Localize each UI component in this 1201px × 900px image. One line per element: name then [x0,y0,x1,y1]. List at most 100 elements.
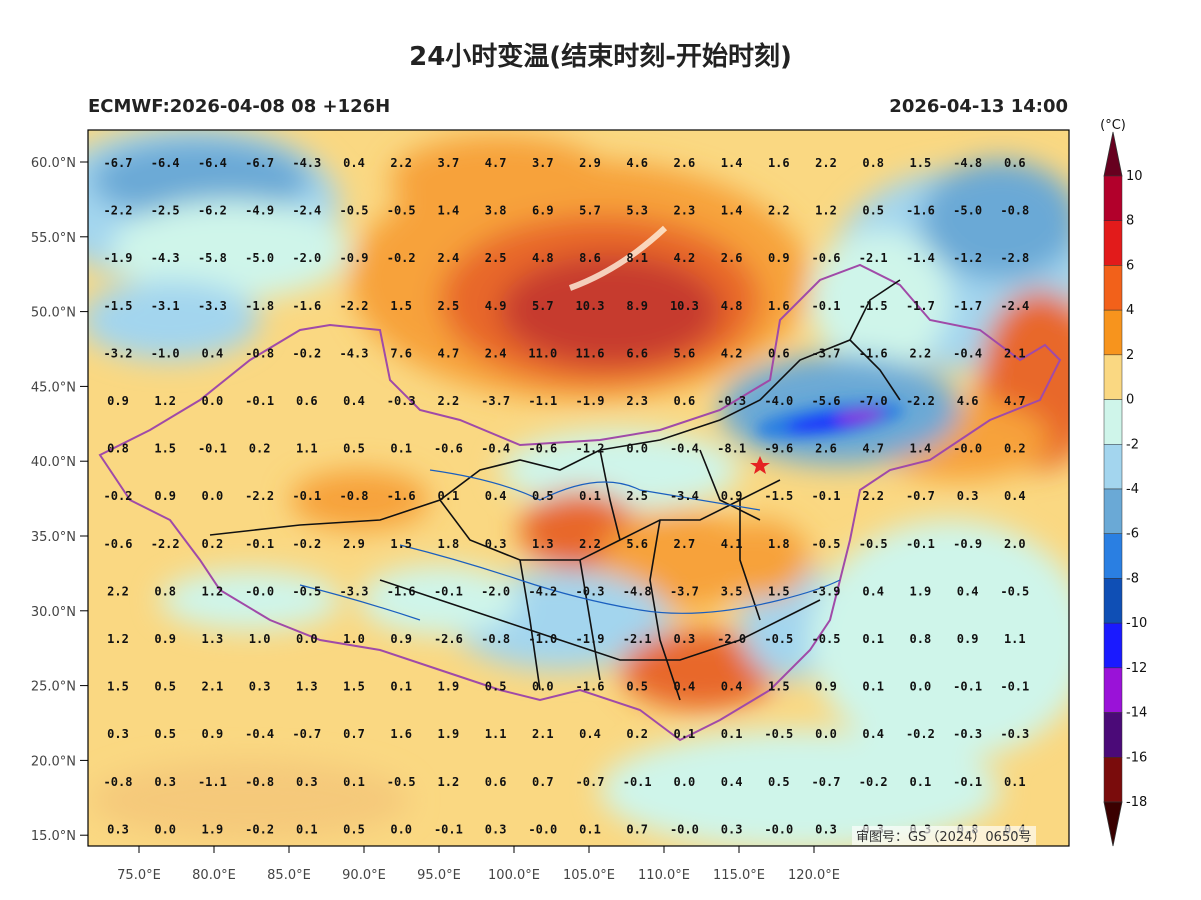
grid-value: 0.5 [532,489,554,503]
grid-value: -2.0 [292,251,321,265]
grid-value: -0.6 [104,537,133,551]
grid-value: 0.4 [343,156,365,170]
grid-value: 4.2 [674,251,696,265]
grid-value: 10.3 [576,299,605,313]
grid-value: -2.8 [1000,251,1029,265]
grid-value: -0.4 [245,727,274,741]
grid-value: -1.7 [953,299,982,313]
grid-value: 1.1 [485,727,507,741]
grid-value: -4.3 [151,251,180,265]
lat-label: 30.0°N [31,605,76,620]
colorbar-segment [1103,578,1123,624]
grid-value: -0.8 [245,346,274,360]
grid-value: -2.2 [151,537,180,551]
grid-value: 0.6 [296,394,318,408]
grid-value: 2.6 [674,156,696,170]
grid-value: 0.3 [249,680,271,694]
grid-value: 0.1 [721,727,743,741]
warm-core-streak [568,225,668,291]
grid-value: 0.6 [485,775,507,789]
grid-value: -0.1 [198,442,227,456]
grid-value: 0.3 [485,822,507,836]
colorbar-label: 10 [1126,169,1143,184]
grid-value: -0.2 [292,346,321,360]
grid-value: 1.5 [107,680,129,694]
grid-value: -3.1 [151,299,180,313]
grid-value: -4.8 [953,156,982,170]
grid-value: -1.5 [104,299,133,313]
grid-value: -2.0 [481,584,510,598]
grid-value: -0.4 [953,346,982,360]
grid-value: 0.9 [390,632,412,646]
grid-value: 0.1 [862,680,884,694]
grid-value: -3.2 [104,346,133,360]
grid-value: -1.4 [906,251,935,265]
grid-value: -0.2 [859,775,888,789]
grid-value: 3.7 [438,156,460,170]
grid-value: -0.0 [764,822,793,836]
grid-value: 4.8 [532,251,554,265]
grid-value: -1.8 [245,299,274,313]
grid-value: 2.9 [579,156,601,170]
grid-value: -0.7 [812,775,841,789]
grid-value: 0.4 [1004,489,1026,503]
grid-value: 2.1 [1004,346,1026,360]
grid-value: -1.0 [528,632,557,646]
grid-value: -0.2 [906,727,935,741]
grid-value: 0.2 [1004,442,1026,456]
rivers [299,469,841,621]
grid-value: 2.3 [626,394,648,408]
grid-value: 2.3 [674,204,696,218]
lat-label: 40.0°N [31,455,76,470]
lat-label: 20.0°N [31,754,76,769]
grid-value: -0.0 [528,822,557,836]
grid-value: 2.4 [438,251,460,265]
grid-value: 0.7 [532,775,554,789]
lon-label: 100.0°E [488,868,540,883]
grid-value: 4.2 [721,346,743,360]
grid-value: -1.9 [576,394,605,408]
colorbar-label: 6 [1126,258,1134,273]
grid-value: 0.0 [390,822,412,836]
grid-value: -2.2 [104,204,133,218]
grid-value: 11.0 [528,346,557,360]
grid-value: -2.1 [859,251,888,265]
grid-value: 4.9 [485,299,507,313]
lon-label: 75.0°E [117,868,161,883]
grid-value: -1.9 [104,251,133,265]
grid-value: 2.2 [438,394,460,408]
colorbar-label: 8 [1126,214,1134,229]
grid-value: -4.3 [292,156,321,170]
grid-value: 0.4 [202,346,224,360]
grid-value: -0.0 [245,584,274,598]
lon-label: 105.0°E [563,868,615,883]
colorbar-label: -10 [1126,616,1147,631]
grid-value: -0.1 [812,299,841,313]
grid-value: 1.6 [768,299,790,313]
grid-value: 0.2 [202,537,224,551]
grid-value: 1.4 [910,442,932,456]
grid-value: 1.0 [343,632,365,646]
grid-value: -0.3 [387,394,416,408]
grid-value: 0.1 [296,822,318,836]
grid-value: 1.1 [296,442,318,456]
grid-value: -0.5 [387,775,416,789]
grid-value: -3.9 [812,584,841,598]
grid-value: -0.3 [576,584,605,598]
grid-value: -2.2 [245,489,274,503]
grid-value: -0.1 [812,489,841,503]
plot-frame [87,129,1070,847]
grid-value: -0.5 [340,204,369,218]
grid-value: -0.1 [1000,680,1029,694]
grid-value: -4.8 [623,584,652,598]
grid-value: 0.0 [674,775,696,789]
grid-value: 0.4 [674,680,696,694]
grid-value: 0.5 [485,680,507,694]
grid-value: 0.0 [815,727,837,741]
grid-value: -0.5 [764,632,793,646]
grid-value: -0.2 [292,537,321,551]
grid-value: 0.6 [1004,156,1026,170]
grid-value: 0.5 [343,442,365,456]
grid-value: 2.9 [343,537,365,551]
